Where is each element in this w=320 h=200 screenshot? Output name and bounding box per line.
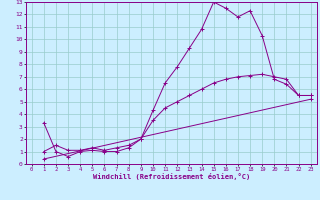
X-axis label: Windchill (Refroidissement éolien,°C): Windchill (Refroidissement éolien,°C) bbox=[92, 173, 250, 180]
